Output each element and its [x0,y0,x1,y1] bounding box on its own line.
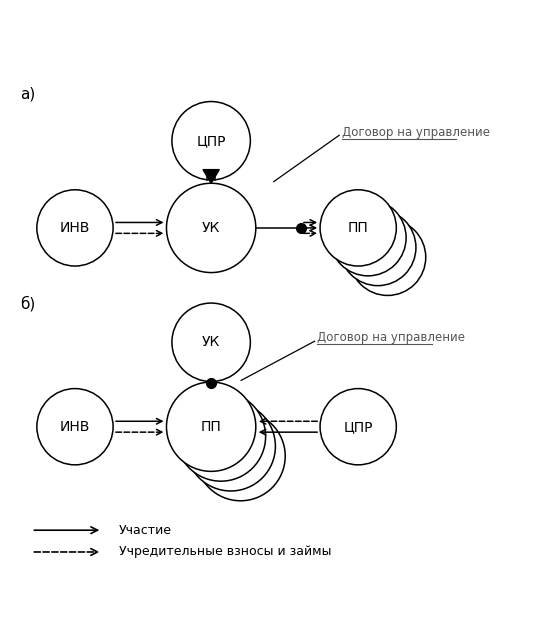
Circle shape [320,388,397,465]
Text: Учредительные взносы и займы: Учредительные взносы и займы [118,545,331,558]
Circle shape [349,219,426,296]
Text: ЦПР: ЦПР [343,420,373,434]
Text: Участие: Участие [118,524,171,537]
Text: ЦПР: ЦПР [196,134,226,148]
Text: а): а) [20,87,36,102]
Circle shape [196,412,285,501]
Text: ПП: ПП [348,221,369,235]
Circle shape [172,303,251,381]
Text: Договор на управление: Договор на управление [317,331,466,344]
Circle shape [320,190,397,266]
Circle shape [330,199,406,276]
Text: УК: УК [202,335,220,349]
Circle shape [166,183,256,272]
Polygon shape [203,170,220,183]
Circle shape [340,210,416,286]
Circle shape [176,392,265,481]
Text: УК: УК [202,221,220,235]
Circle shape [186,402,275,491]
Circle shape [37,388,113,465]
Circle shape [172,101,251,180]
Circle shape [37,190,113,266]
Text: ИНВ: ИНВ [60,420,90,434]
Text: ПП: ПП [201,420,222,434]
Text: ИНВ: ИНВ [60,221,90,235]
Circle shape [166,382,256,471]
Text: Договор на управление: Договор на управление [342,126,490,139]
Text: б): б) [20,296,36,312]
